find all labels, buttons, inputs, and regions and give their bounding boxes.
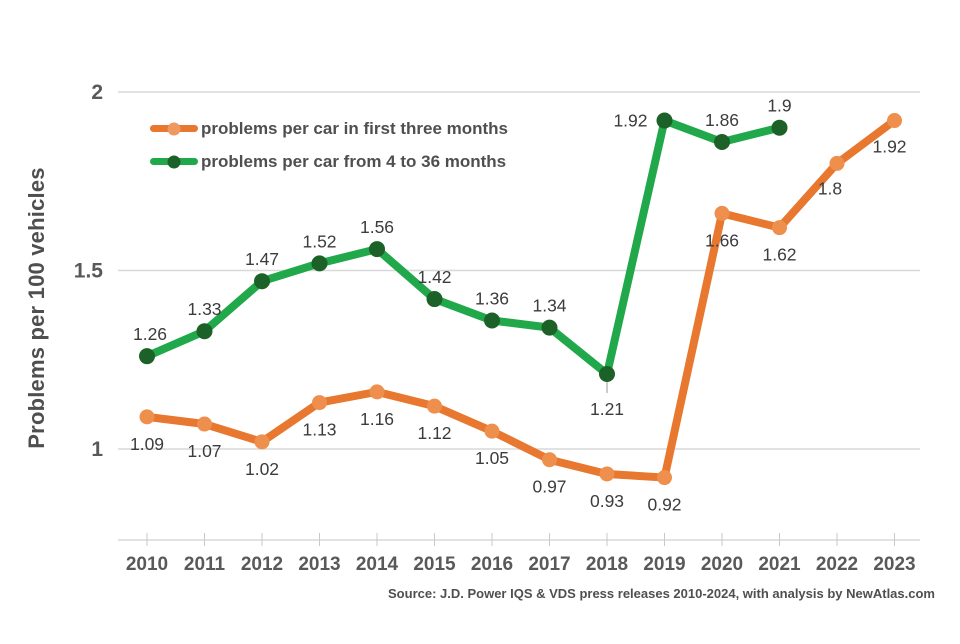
data-label: 1.09 <box>130 434 164 454</box>
source-credit: Source: J.D. Power IQS & VDS press relea… <box>388 586 935 601</box>
x-tick-label: 2017 <box>528 554 570 575</box>
x-tick-label: 2015 <box>413 554 456 575</box>
data-label: 1.12 <box>417 423 451 443</box>
x-tick-label: 2023 <box>873 554 915 575</box>
x-tick-label: 2014 <box>356 554 399 575</box>
data-label: 1.21 <box>590 399 624 419</box>
data-label: 1.52 <box>302 231 336 251</box>
data-label: 1.16 <box>360 409 394 429</box>
y-tick-label: 2 <box>91 81 103 104</box>
data-label: 1.47 <box>245 249 279 269</box>
x-tick-label: 2010 <box>126 554 168 575</box>
data-point <box>599 466 615 482</box>
orange-line-marker-icon <box>150 122 198 135</box>
data-point <box>484 312 500 329</box>
x-tick-label: 2011 <box>184 554 226 575</box>
x-tick-label: 2019 <box>643 554 685 575</box>
data-label: 1.05 <box>475 448 509 468</box>
data-label: 1.07 <box>187 441 221 461</box>
x-tick-label: 2020 <box>701 554 743 575</box>
data-point <box>369 384 385 400</box>
data-point <box>656 112 673 129</box>
data-point <box>427 398 442 414</box>
data-point <box>254 273 270 290</box>
x-tick-label: 2016 <box>471 554 513 575</box>
y-tick-label: 1 <box>91 438 103 461</box>
data-label: 1.9 <box>767 96 791 116</box>
data-point <box>714 205 730 221</box>
data-point <box>139 409 155 425</box>
data-label: 0.92 <box>647 495 681 515</box>
data-point <box>771 119 788 136</box>
data-point <box>599 366 615 383</box>
x-tick-label: 2022 <box>816 554 858 575</box>
legend-label-first-three-months: problems per car in first three months <box>201 118 509 138</box>
data-point <box>254 434 270 450</box>
data-label: 1.92 <box>872 137 906 157</box>
green-line-marker-icon <box>150 155 198 168</box>
data-label: 0.97 <box>532 477 566 497</box>
data-label: 1.34 <box>532 296 566 316</box>
data-label: 1.02 <box>245 459 279 479</box>
legend-item-4-to-36-months: problems per car from 4 to 36 months <box>150 145 508 178</box>
data-point <box>887 113 902 129</box>
data-point <box>311 255 328 272</box>
data-point <box>312 395 327 411</box>
data-label: 1.33 <box>187 299 221 319</box>
data-point <box>657 470 672 486</box>
x-tick-label: 2021 <box>758 554 801 575</box>
x-tick-label: 2012 <box>241 554 283 575</box>
data-label: 1.42 <box>417 267 451 287</box>
data-label: 1.26 <box>133 324 167 344</box>
data-label: 1.92 <box>613 111 647 131</box>
data-point <box>714 133 730 150</box>
x-tick-label: 2013 <box>298 554 340 575</box>
data-point <box>484 423 500 439</box>
y-tick-label: 1.5 <box>74 260 104 283</box>
data-point <box>772 220 787 236</box>
data-point <box>426 291 443 308</box>
data-point <box>369 241 385 258</box>
series-line-1 <box>143 116 784 379</box>
x-tick-label: 2018 <box>586 554 628 575</box>
data-label: 1.36 <box>475 288 509 308</box>
data-point <box>829 155 845 171</box>
data-point <box>197 416 212 432</box>
y-axis-title: Problems per 100 vehicles <box>24 167 49 449</box>
data-label: 1.13 <box>302 420 336 440</box>
series-line-0 <box>143 116 899 482</box>
data-label: 1.8 <box>818 178 842 198</box>
legend: problems per car in first three months p… <box>150 112 508 178</box>
data-point <box>139 348 155 365</box>
data-label: 1.66 <box>705 230 739 250</box>
legend-item-first-three-months: problems per car in first three months <box>150 112 508 145</box>
data-point <box>541 319 558 336</box>
data-label: 1.62 <box>762 245 796 265</box>
data-point <box>542 452 557 468</box>
data-label: 1.86 <box>705 110 739 130</box>
data-point <box>196 323 213 340</box>
data-label: 1.56 <box>360 217 394 237</box>
legend-label-4-to-36-months: problems per car from 4 to 36 months <box>201 151 507 171</box>
data-label: 0.93 <box>590 491 624 511</box>
